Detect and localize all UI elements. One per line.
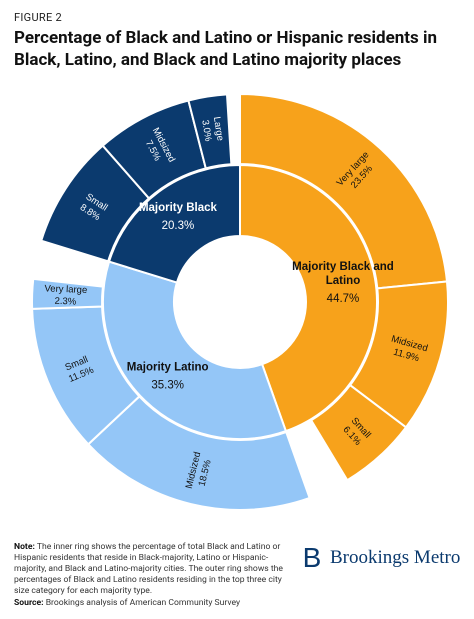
source-label: Source:: [14, 598, 44, 608]
note-text: The inner ring shows the percentage of t…: [14, 542, 283, 596]
inner-label-name: Majority Latino: [127, 361, 209, 373]
chart: Very large23.5%Midsized11.9%Small6.1%Maj…: [31, 92, 449, 511]
outer-segment: [239, 92, 449, 290]
inner-label-name: Latino: [326, 275, 361, 287]
inner-label-value: 44.7%: [327, 293, 360, 305]
outer-label-name: Large: [211, 116, 226, 142]
title: Percentage of Black and Latino or Hispan…: [14, 28, 438, 70]
outer-segment: [309, 383, 408, 482]
inner-label-name: Majority Black: [139, 202, 218, 214]
inner-label: Majority Black 20.3%: [139, 202, 218, 232]
outer-segment: [187, 93, 233, 170]
inner-label: Majority Black and Latino 44.7%: [292, 261, 394, 305]
inner-segment: [102, 260, 288, 440]
outer-label-value: 2.3%: [54, 296, 77, 308]
source: Source: Brookings analysis of American C…: [14, 598, 240, 608]
note: Note: The inner ring shows the percentag…: [14, 542, 286, 597]
figure-label: FIGURE 2: [14, 11, 63, 24]
svg-text:B: B: [303, 544, 322, 572]
inner-label-name: Majority Black and: [292, 261, 394, 273]
note-label: Note:: [14, 542, 35, 552]
inner-segment: [107, 163, 241, 284]
inner-label-value: 35.3%: [151, 379, 184, 391]
outer-label: Large3.0%: [199, 116, 226, 144]
logo-text: Brookings Metro: [330, 547, 461, 568]
outer-label-name: Very large: [44, 283, 87, 296]
inner-label-value: 20.3%: [162, 220, 195, 232]
inner-label: Majority Latino 35.3%: [127, 361, 209, 391]
source-text: Brookings analysis of American Community…: [45, 598, 241, 608]
logo: B Brookings Metro: [300, 544, 461, 572]
inner-segment: [239, 163, 378, 433]
outer-segment: [31, 277, 104, 310]
outer-label: Very large2.3%: [44, 283, 88, 308]
logo-icon: B: [303, 544, 322, 572]
outer-label-value: 3.0%: [199, 119, 213, 143]
